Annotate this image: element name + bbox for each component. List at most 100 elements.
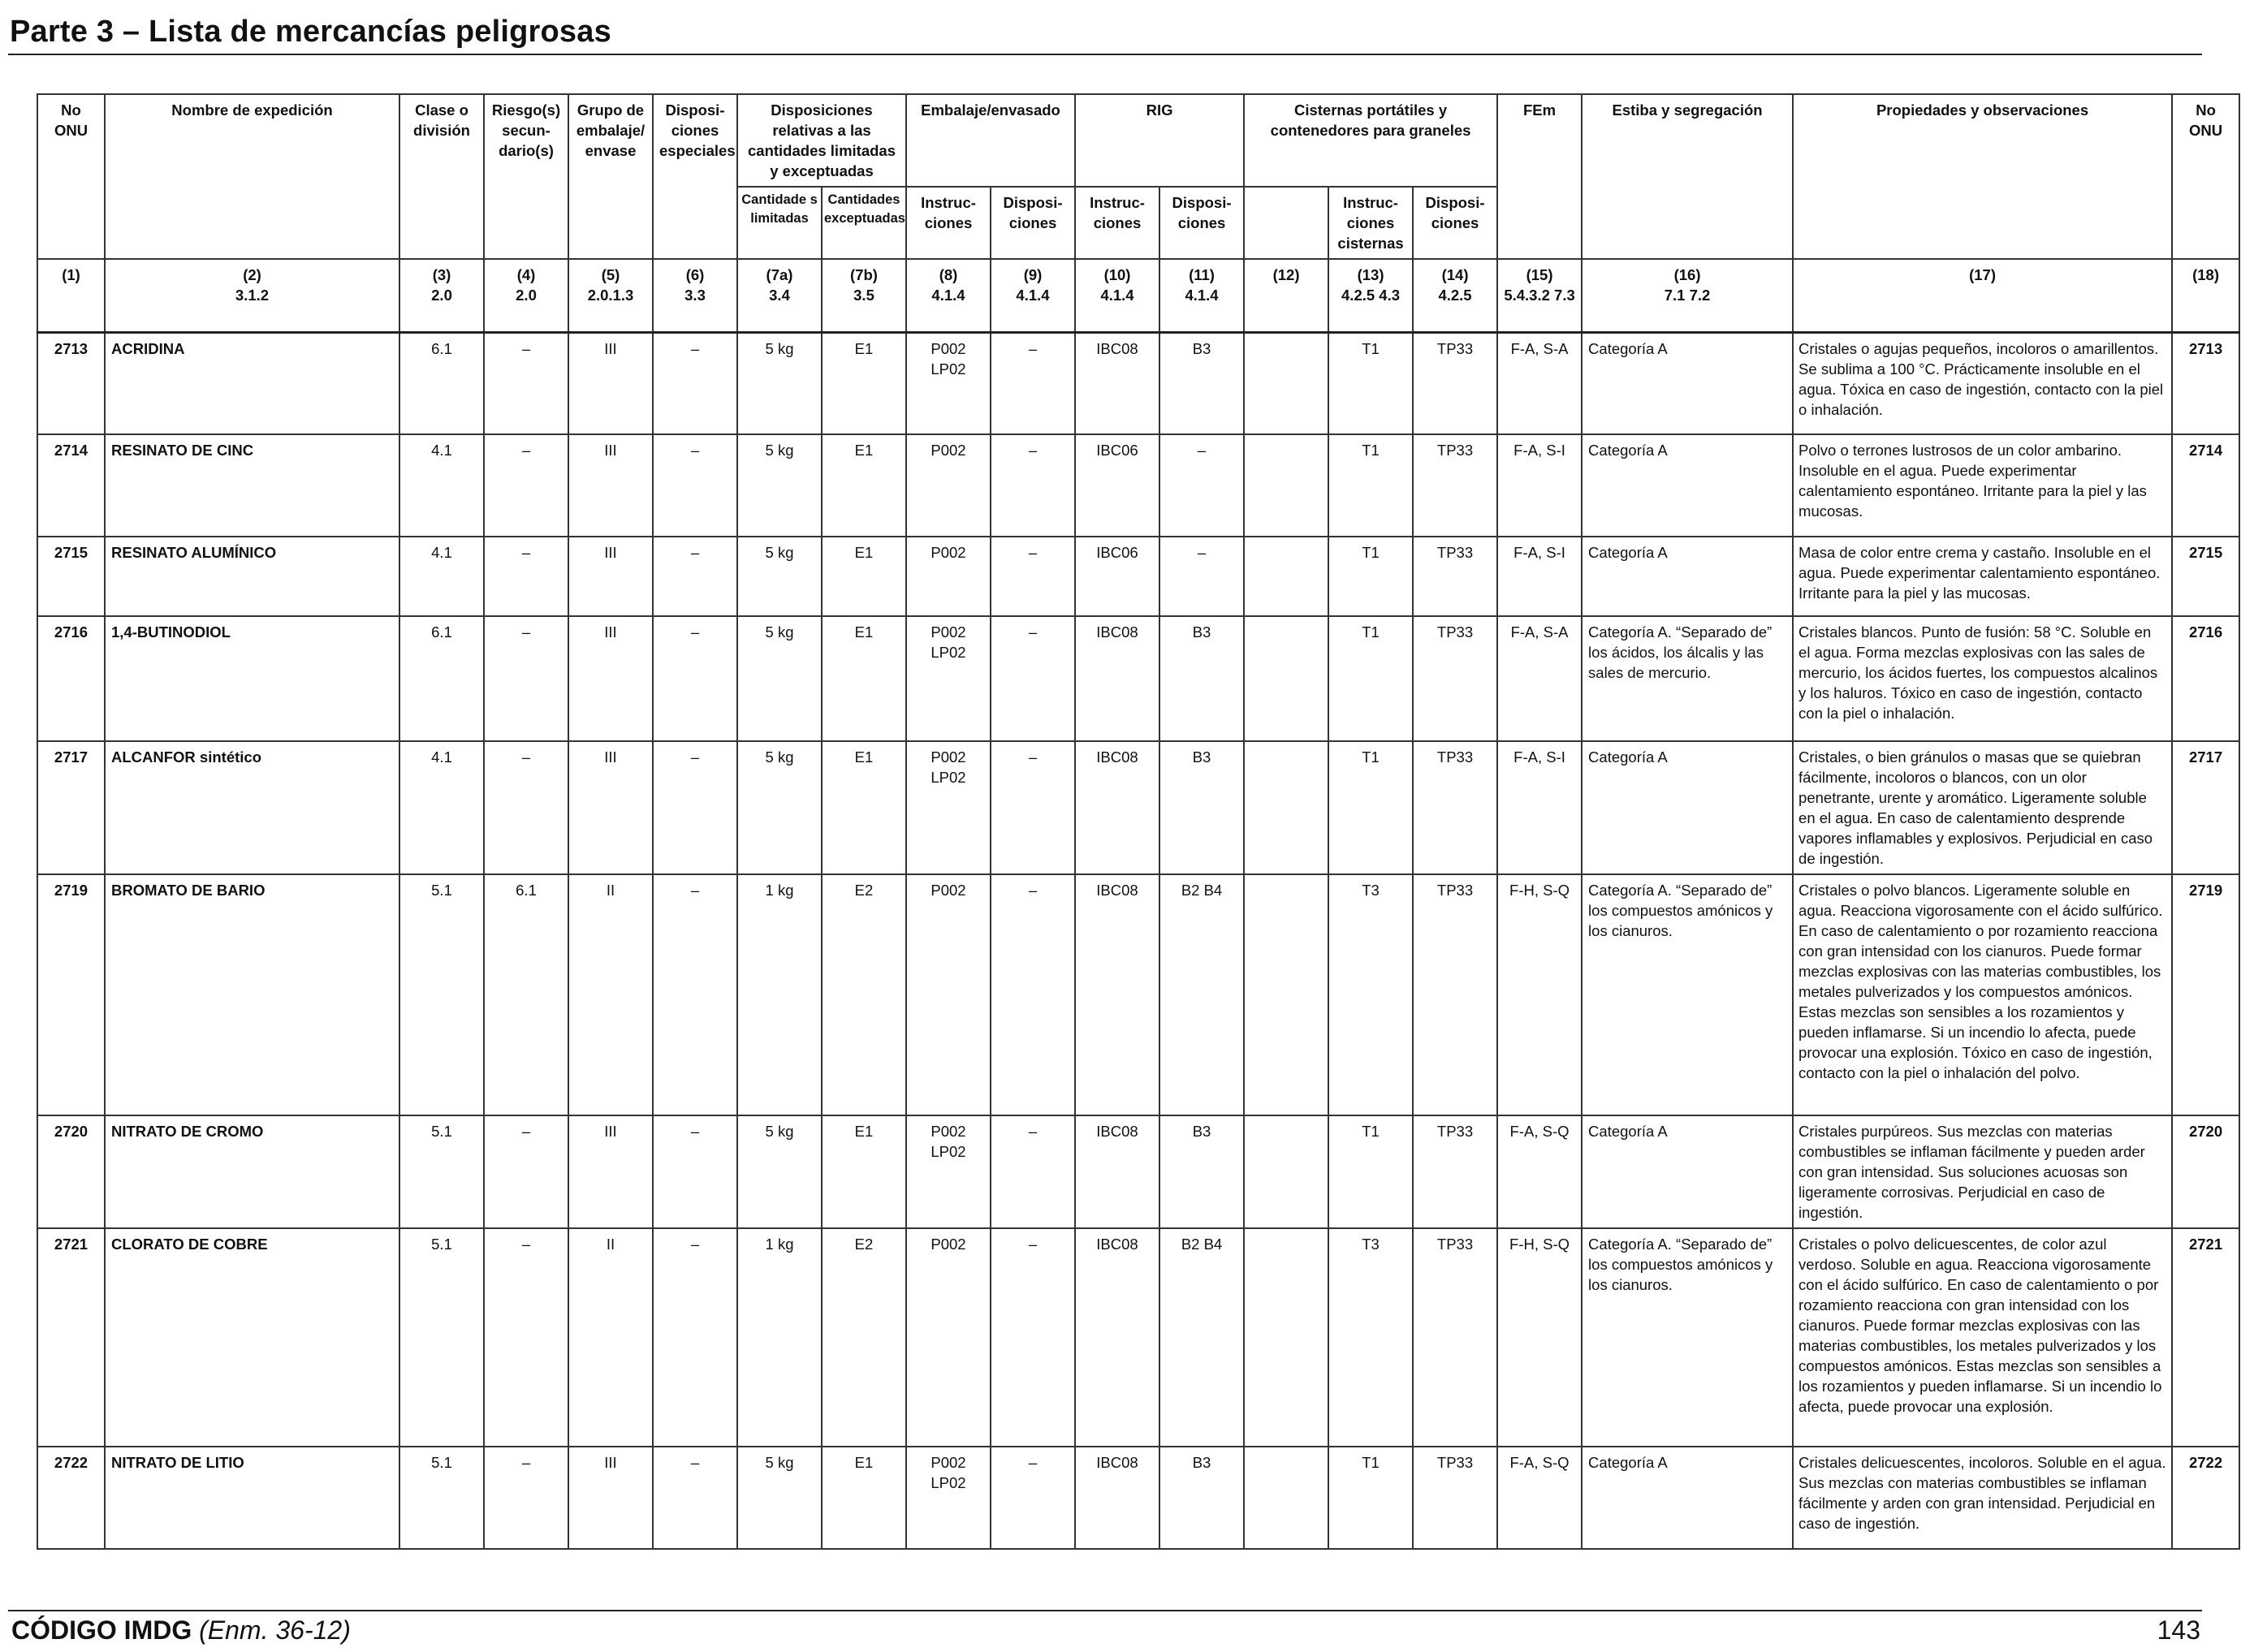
class-division: 5.1 (399, 1115, 485, 1229)
column-12 (1243, 1227, 1330, 1447)
un-number: 2716 (37, 615, 106, 742)
column-number: (4) (516, 266, 536, 283)
packing-provision: – (989, 873, 1077, 1116)
column-reference: 4.1.4 (1016, 287, 1050, 304)
column-number-cell: (5) 2.0.1.3 (568, 258, 654, 333)
column-number: (1) (62, 266, 80, 283)
header-embalaje-instrucciones: Instruc- ciones (905, 186, 991, 260)
tank-provision: TP33 (1412, 1446, 1499, 1550)
packing-group: III (568, 740, 654, 875)
footer-code: CÓDIGO IMDG (Enm. 36-12) (11, 1615, 351, 1646)
column-12 (1243, 536, 1330, 617)
shipping-name: 1,4-BUTINODIOL (104, 615, 400, 742)
special-provisions: – (652, 615, 738, 742)
column-number: (12) (1272, 266, 1300, 283)
ibc-provision: B3 (1159, 615, 1246, 742)
tank-instruction: T1 (1328, 740, 1414, 875)
footer-amendment: (Enm. 36-12) (199, 1615, 351, 1645)
header-rig-disposiciones: Disposi- ciones (1159, 186, 1246, 260)
header-embalaje-disposiciones: Disposi- ciones (989, 186, 1077, 260)
column-reference: 4.1.4 (1100, 287, 1134, 304)
header-disposiciones-especiales: Disposi- ciones especiales (652, 93, 738, 260)
column-reference: 2.0 (431, 287, 452, 304)
header-estiba: Estiba y segregación (1581, 93, 1794, 260)
packing-group: III (568, 433, 654, 537)
properties-observations: Polvo o terrones lustrosos de un color a… (1792, 433, 2174, 537)
column-number-cell: (18) (2171, 258, 2241, 333)
column-reference: 3.5 (853, 287, 874, 304)
class-division: 4.1 (399, 433, 485, 537)
column-number: (5) (601, 266, 620, 283)
shipping-name: CLORATO DE COBRE (104, 1227, 400, 1447)
column-number-cell: (16) 7.1 7.2 (1581, 258, 1794, 333)
column-number: (17) (1969, 266, 1996, 283)
ibc-instruction: IBC06 (1074, 433, 1161, 537)
class-division: 5.1 (399, 1227, 485, 1447)
column-reference: 3.3 (684, 287, 706, 304)
limited-quantity: 5 kg (736, 536, 823, 617)
un-number: 2715 (37, 536, 106, 617)
column-number-cell: (1) (37, 258, 106, 333)
tank-instruction: T1 (1328, 433, 1414, 537)
column-reference: 4.1.4 (1185, 287, 1219, 304)
shipping-name: RESINATO ALUMÍNICO (104, 536, 400, 617)
tank-provision: TP33 (1412, 536, 1499, 617)
subsidiary-risk: – (483, 1115, 569, 1229)
header-riesgo: Riesgo(s) secun- dario(s) (483, 93, 569, 260)
special-provisions: – (652, 1227, 738, 1447)
un-number-right: 2714 (2171, 433, 2241, 537)
column-reference: 5.4.3.2 7.3 (1504, 287, 1575, 304)
limited-quantity: 5 kg (736, 433, 823, 537)
stowage-segregation: Categoría A. “Separado de” los compuesto… (1581, 873, 1794, 1116)
column-number-cell: (9) 4.1.4 (989, 258, 1077, 333)
stowage-segregation: Categoría A (1581, 740, 1794, 875)
ibc-provision: B2 B4 (1159, 1227, 1246, 1447)
ibc-provision: – (1159, 433, 1246, 537)
ems: F-A, S-I (1496, 536, 1583, 617)
special-provisions: – (652, 331, 738, 435)
un-number: 2721 (37, 1227, 106, 1447)
packing-provision: – (989, 1446, 1077, 1550)
special-provisions: – (652, 740, 738, 875)
shipping-name: ACRIDINA (104, 331, 400, 435)
properties-observations: Cristales o agujas pequeños, incoloros o… (1792, 331, 2174, 435)
ibc-instruction: IBC06 (1074, 536, 1161, 617)
subsidiary-risk: – (483, 615, 569, 742)
column-number: (6) (685, 266, 705, 283)
shipping-name: BROMATO DE BARIO (104, 873, 400, 1116)
column-number: (3) (432, 266, 451, 283)
shipping-name: ALCANFOR sintético (104, 740, 400, 875)
ems: F-H, S-Q (1496, 1227, 1583, 1447)
table-row: 2713 ACRIDINA 6.1– III –5 kg E1 P002 LP02– IBC0… (37, 331, 2241, 435)
tank-instruction: T3 (1328, 873, 1414, 1116)
tank-provision: TP33 (1412, 433, 1499, 537)
subsidiary-risk: – (483, 536, 569, 617)
un-number: 2714 (37, 433, 106, 537)
special-provisions: – (652, 1115, 738, 1229)
stowage-segregation: Categoría A (1581, 331, 1794, 435)
column-number: (14) (1441, 266, 1469, 283)
stowage-segregation: Categoría A (1581, 1446, 1794, 1550)
excepted-quantity: E2 (821, 873, 907, 1116)
properties-observations: Cristales delicuescentes, incoloros. Sol… (1792, 1446, 2174, 1550)
ibc-provision: – (1159, 536, 1246, 617)
column-number: (13) (1357, 266, 1384, 283)
column-reference: 4.2.5 (1438, 287, 1472, 304)
excepted-quantity: E2 (821, 1227, 907, 1447)
column-number-cell: (6) 3.3 (652, 258, 738, 333)
class-division: 6.1 (399, 615, 485, 742)
class-division: 5.1 (399, 1446, 485, 1550)
packing-provision: – (989, 615, 1077, 742)
column-number-cell: (2) 3.1.2 (104, 258, 400, 333)
packing-instruction: P002 (905, 536, 991, 617)
ibc-instruction: IBC08 (1074, 740, 1161, 875)
un-number-right: 2719 (2171, 873, 2241, 1116)
column-number-row: (1) (2) 3.1.2 (3) 2.0 (4) 2.0 (5) 2.0.1.3 (6) 3.3(… (37, 258, 2241, 333)
limited-quantity: 5 kg (736, 1446, 823, 1550)
column-12 (1243, 615, 1330, 742)
column-number: (18) (2192, 266, 2219, 283)
ibc-instruction: IBC08 (1074, 1227, 1161, 1447)
header-cisternas-disposiciones: Disposi- ciones (1412, 186, 1499, 260)
column-12 (1243, 331, 1330, 435)
table-row: 2719 BROMATO DE BARIO 5.1 6.1 II –1 kg E2 P002–… (37, 873, 2241, 1116)
